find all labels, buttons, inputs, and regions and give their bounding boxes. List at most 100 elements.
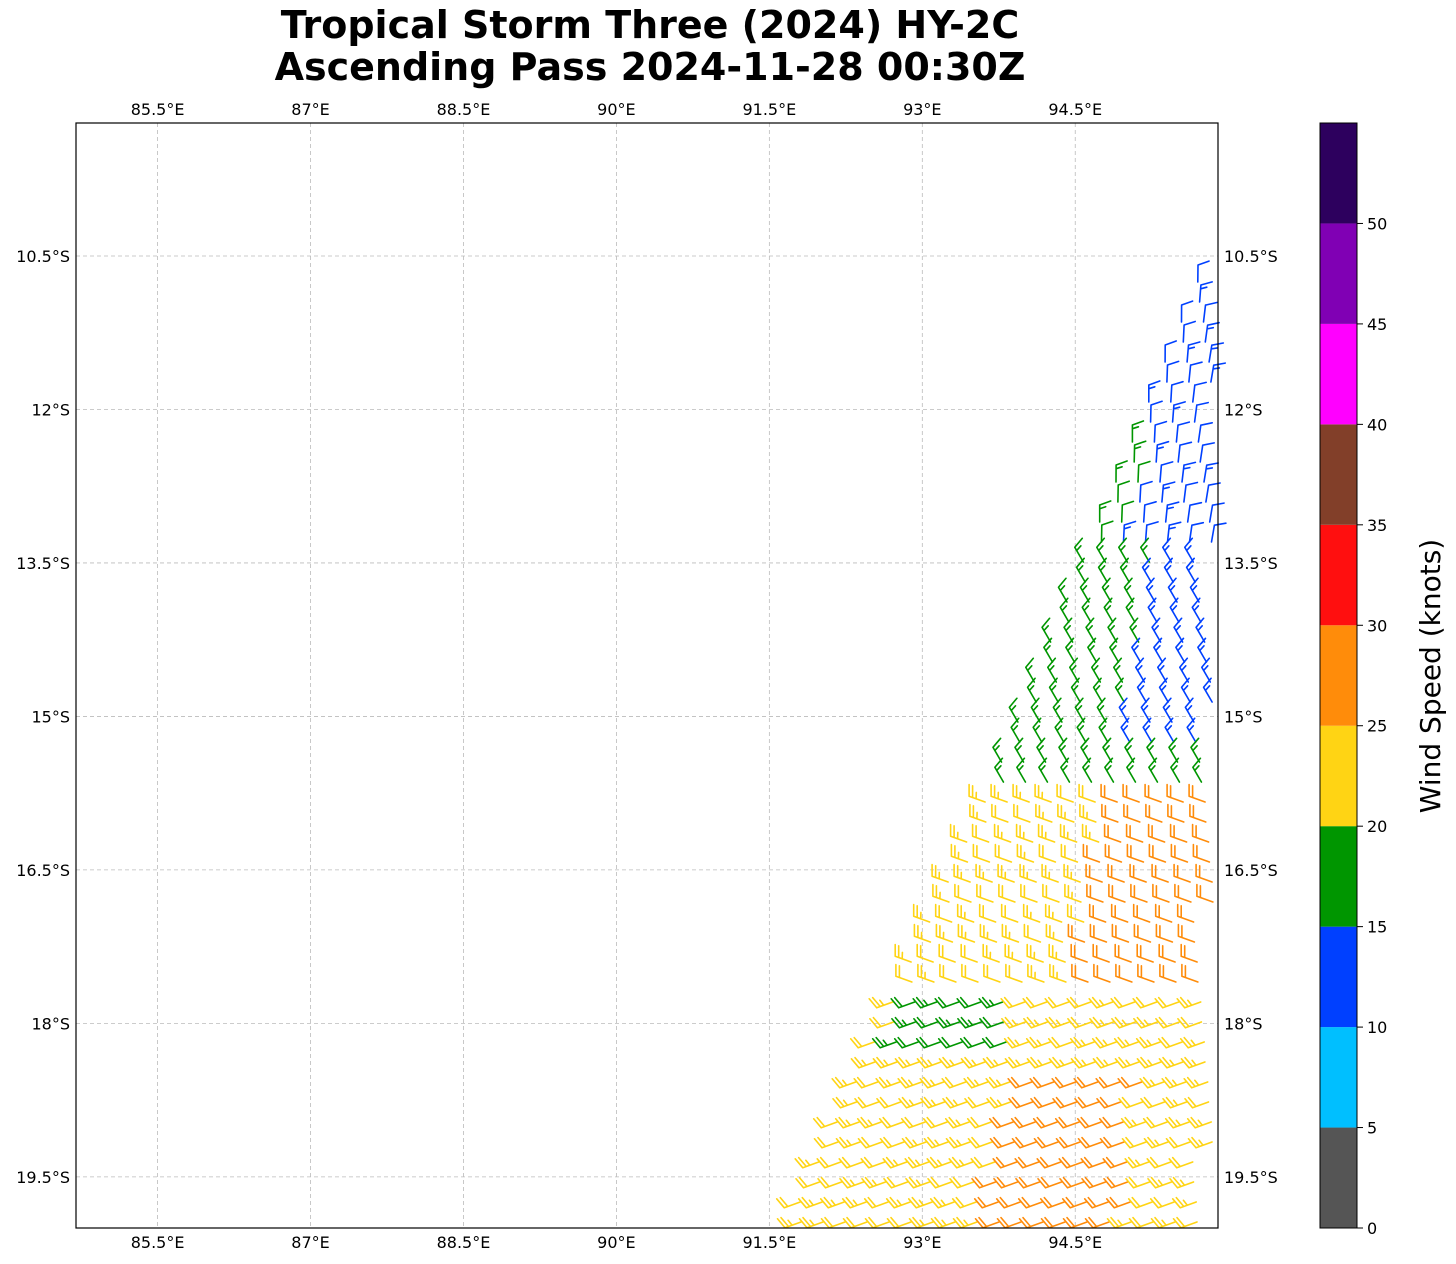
wind-barb: [1104, 757, 1115, 783]
wind-barb: [1177, 1016, 1203, 1029]
wind-barb: [900, 1116, 926, 1129]
wind-barb: [1144, 521, 1159, 543]
wind-barb: [1089, 1016, 1115, 1029]
wind-barb: [1065, 637, 1076, 663]
wind-barb: [1123, 803, 1141, 823]
wind-barb: [1137, 963, 1155, 983]
wind-barb: [1082, 757, 1093, 783]
wind-barb: [1110, 996, 1136, 1009]
lat-tick-label-left: 19.5°S: [16, 1168, 70, 1187]
wind-barb: [1029, 1076, 1055, 1089]
lat-tick-label-right: 10.5°S: [1224, 247, 1278, 266]
wind-barb: [992, 1156, 1018, 1169]
wind-barb: [1079, 577, 1090, 603]
wind-barb: [949, 823, 968, 843]
wind-barb: [1085, 863, 1103, 883]
wind-barb: [1083, 1196, 1109, 1209]
colorbar-segment: [1320, 1127, 1357, 1228]
wind-barb: [1023, 1016, 1049, 1029]
wind-barb: [839, 1176, 865, 1189]
wind-barb: [1183, 481, 1199, 503]
gridlines: [76, 123, 1218, 1228]
wind-barb: [994, 843, 1013, 863]
wind-barb: [957, 923, 976, 943]
wind-barb: [905, 1176, 931, 1189]
wind-barb: [1163, 557, 1174, 583]
wind-barb: [1140, 537, 1151, 563]
wind-barb: [871, 1036, 897, 1049]
wind-barb: [1100, 783, 1118, 803]
wind-barb: [1155, 440, 1170, 463]
wind-barb: [1101, 803, 1119, 823]
wind-barb: [1102, 1156, 1128, 1169]
wind-barb: [971, 823, 990, 843]
wind-barb: [834, 1116, 860, 1129]
wind-barb: [935, 1016, 961, 1029]
wind-barb: [1081, 1176, 1107, 1189]
wind-barb: [953, 863, 971, 883]
wind-barb: [1113, 657, 1124, 683]
wind-barb: [1038, 757, 1049, 783]
wind-barb: [1144, 783, 1162, 803]
lon-tick-label-top: 91.5°E: [742, 100, 796, 119]
wind-barb: [1159, 963, 1177, 983]
wind-barb: [1133, 440, 1147, 463]
wind-barb: [904, 1156, 930, 1169]
wind-barb: [1123, 577, 1134, 603]
wind-barb: [1045, 1016, 1071, 1029]
wind-barb: [1142, 1116, 1168, 1129]
wind-barb: [1171, 1196, 1197, 1209]
wind-barb: [1088, 903, 1107, 923]
wind-barb: [1076, 1116, 1102, 1129]
wind-barb: [1202, 677, 1213, 703]
wind-barb: [819, 1196, 845, 1209]
wind-barb: [1036, 1156, 1062, 1169]
wind-barb: [1171, 401, 1186, 423]
wind-barb: [1106, 1216, 1132, 1229]
wind-barb: [927, 1176, 953, 1189]
wind-barb: [856, 1116, 882, 1129]
wind-barb: [1193, 401, 1209, 423]
wind-barb: [1089, 923, 1108, 943]
lon-tick-label-bottom: 85.5°E: [131, 1233, 185, 1252]
wind-barb: [1070, 1056, 1096, 1069]
wind-barb: [1158, 677, 1169, 703]
wind-barb: [1197, 637, 1208, 663]
wind-barb: [1197, 422, 1213, 443]
wind-barb: [1064, 883, 1082, 903]
wind-barb: [1165, 1136, 1191, 1149]
wind-barb: [1189, 577, 1200, 603]
wind-barb: [893, 1036, 919, 1049]
wind-barb: [1149, 400, 1163, 423]
colorbar-tick-label: 20: [1367, 817, 1387, 836]
wind-barb: [1025, 657, 1036, 683]
wind-barb: [1184, 697, 1195, 723]
wind-barb: [923, 1136, 949, 1149]
wind-barb: [1014, 737, 1025, 763]
lat-tick-label-right: 15°S: [1224, 707, 1263, 726]
wind-barb: [1172, 1216, 1198, 1229]
wind-barb: [842, 1216, 868, 1229]
wind-barb: [1173, 617, 1184, 643]
lon-tick-label-top: 94.5°E: [1048, 100, 1102, 119]
wind-barb: [1101, 577, 1112, 603]
wind-barb: [894, 943, 912, 963]
wind-barb: [1175, 421, 1191, 443]
wind-barb: [1071, 963, 1089, 983]
colorbar-tick-label: 50: [1367, 214, 1387, 233]
wind-barb: [1129, 863, 1147, 883]
wind-barb: [1162, 537, 1173, 563]
lon-tick-label-bottom: 94.5°E: [1048, 1233, 1102, 1252]
wind-barb: [1166, 783, 1184, 803]
wind-barb: [812, 1116, 838, 1129]
wind-barb: [1125, 1176, 1151, 1189]
lon-tick-label-top: 93°E: [903, 100, 941, 119]
title-line-2: Ascending Pass 2024-11-28 00:30Z: [274, 45, 1026, 89]
colorbar-tick-label: 40: [1367, 415, 1387, 434]
wind-barb: [1124, 1156, 1150, 1169]
colorbar-tick-label: 15: [1367, 918, 1387, 937]
colorbar-segment: [1320, 1027, 1357, 1128]
wind-barb: [1143, 1136, 1169, 1149]
wind-barb: [1168, 1156, 1194, 1169]
wind-barb: [919, 1076, 945, 1089]
